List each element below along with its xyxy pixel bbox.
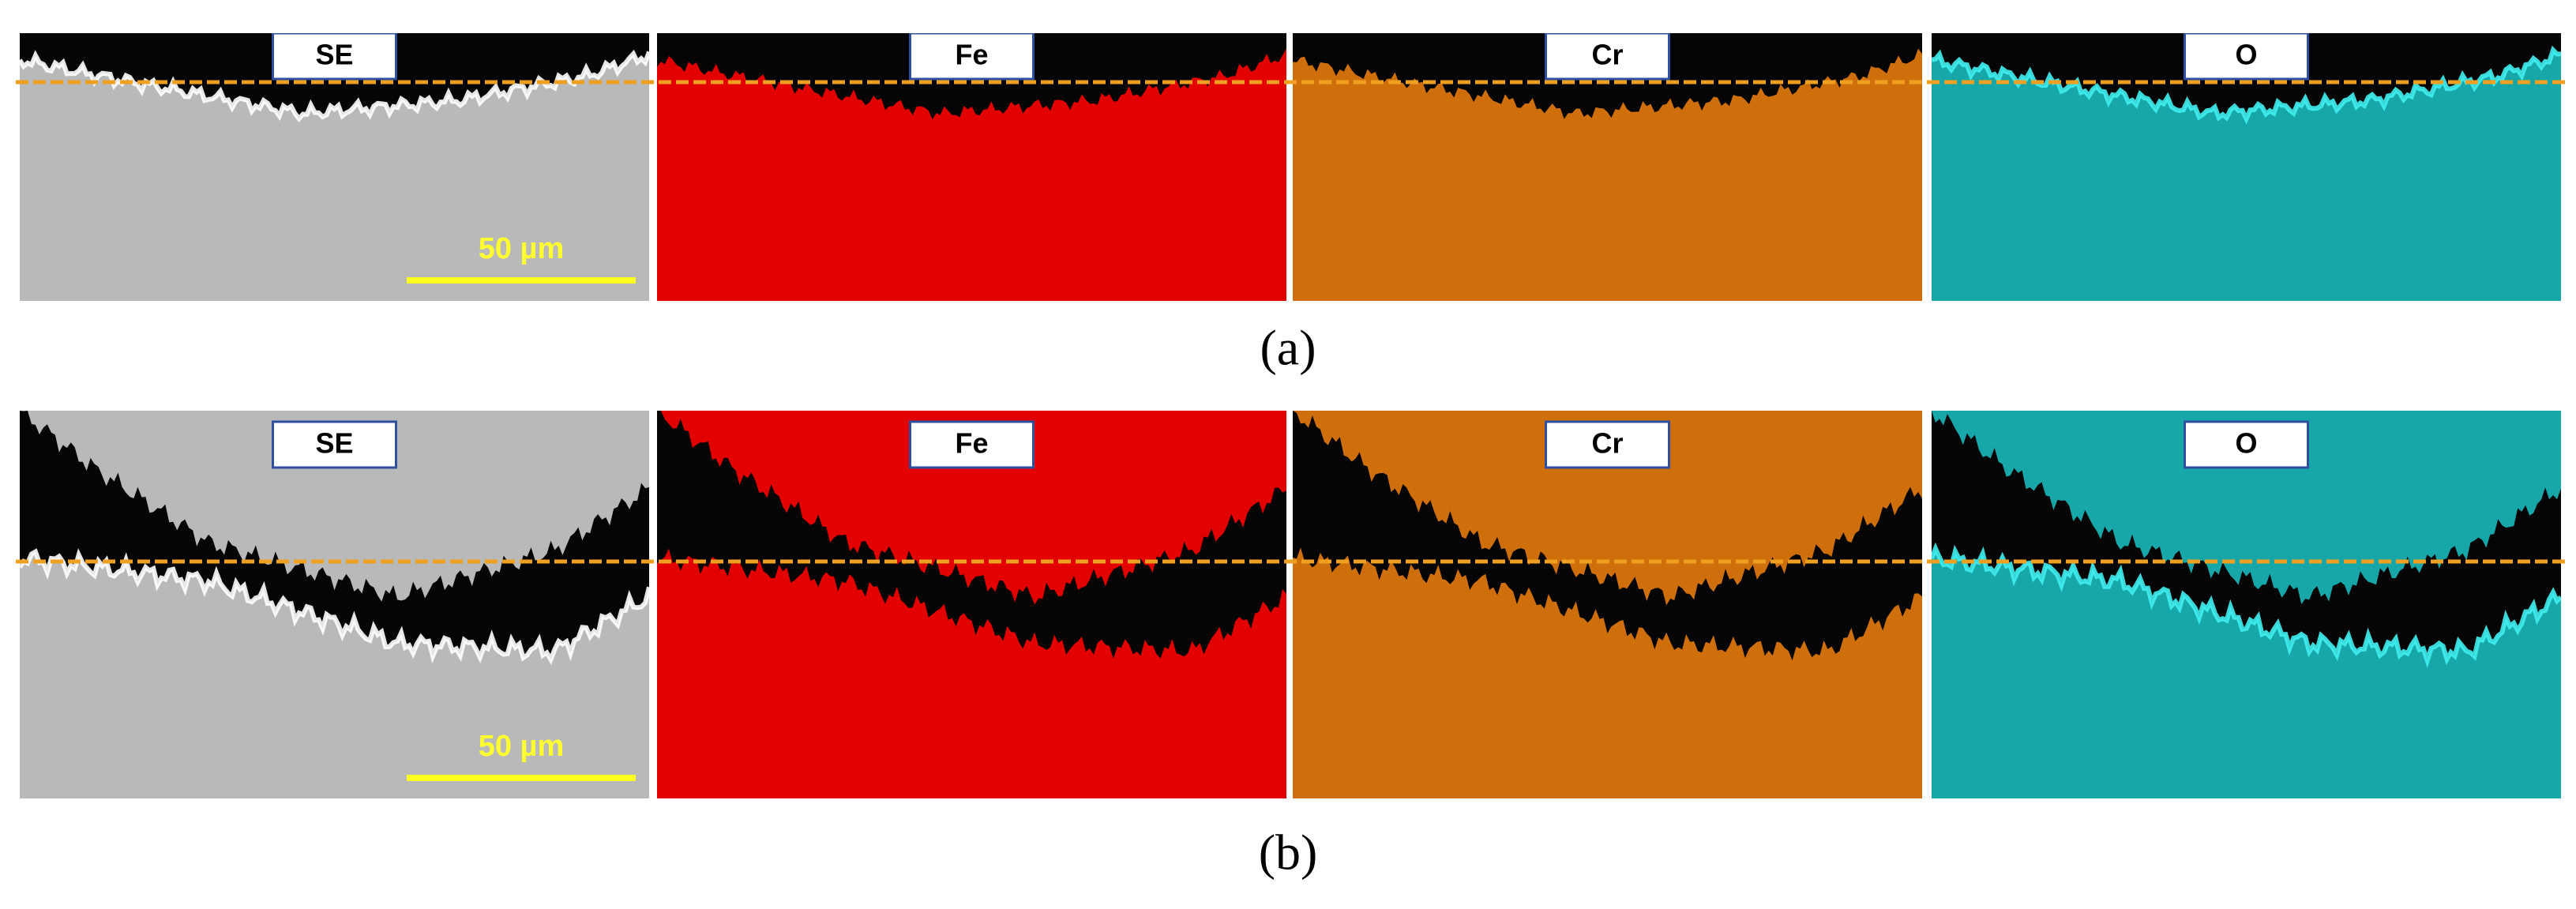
label-box bbox=[909, 33, 1035, 81]
panel: O bbox=[1932, 411, 2561, 798]
bright-edge bbox=[1932, 542, 2561, 669]
label-text: Fe bbox=[955, 39, 988, 71]
label-text: Cr bbox=[1591, 39, 1623, 71]
panel-label: Cr bbox=[1545, 420, 1670, 469]
label-text: O bbox=[2235, 427, 2257, 460]
panel: Fe bbox=[657, 411, 1286, 798]
scale-bar-label: 50 µm bbox=[479, 232, 565, 265]
panel: SE 50 µm bbox=[20, 411, 649, 798]
panel: SE 50 µm bbox=[20, 33, 649, 301]
panel-label: Fe bbox=[909, 420, 1035, 469]
caption: (b) bbox=[1259, 824, 1318, 881]
label-text: Fe bbox=[955, 427, 988, 460]
label-box bbox=[2184, 420, 2309, 469]
panel-label: SE bbox=[272, 420, 397, 469]
panel-label: Fe bbox=[909, 33, 1035, 81]
panel-label: O bbox=[2184, 420, 2309, 469]
label-box bbox=[2184, 33, 2309, 81]
panel: O bbox=[1932, 33, 2561, 301]
dark-region bbox=[657, 411, 1286, 659]
dark-region bbox=[1932, 411, 2561, 661]
panel-label: O bbox=[2184, 33, 2309, 81]
caption: (a) bbox=[1260, 320, 1316, 376]
label-text: SE bbox=[315, 427, 353, 460]
panel: Fe bbox=[657, 33, 1286, 301]
dark-region bbox=[20, 411, 649, 660]
label-text: SE bbox=[315, 39, 353, 71]
scale-bar-label: 50 µm bbox=[479, 730, 565, 763]
label-box bbox=[909, 420, 1035, 469]
panel-label: Cr bbox=[1545, 33, 1670, 81]
dark-region bbox=[1293, 411, 1922, 661]
label-text: O bbox=[2235, 39, 2257, 71]
panel-label: SE bbox=[272, 33, 397, 81]
label-box bbox=[1545, 33, 1670, 81]
label-box bbox=[272, 33, 397, 81]
label-box bbox=[272, 420, 397, 469]
label-box bbox=[1545, 420, 1670, 469]
label-text: Cr bbox=[1591, 427, 1623, 460]
panel: Cr bbox=[1293, 33, 1922, 301]
panel: Cr bbox=[1293, 411, 1922, 798]
